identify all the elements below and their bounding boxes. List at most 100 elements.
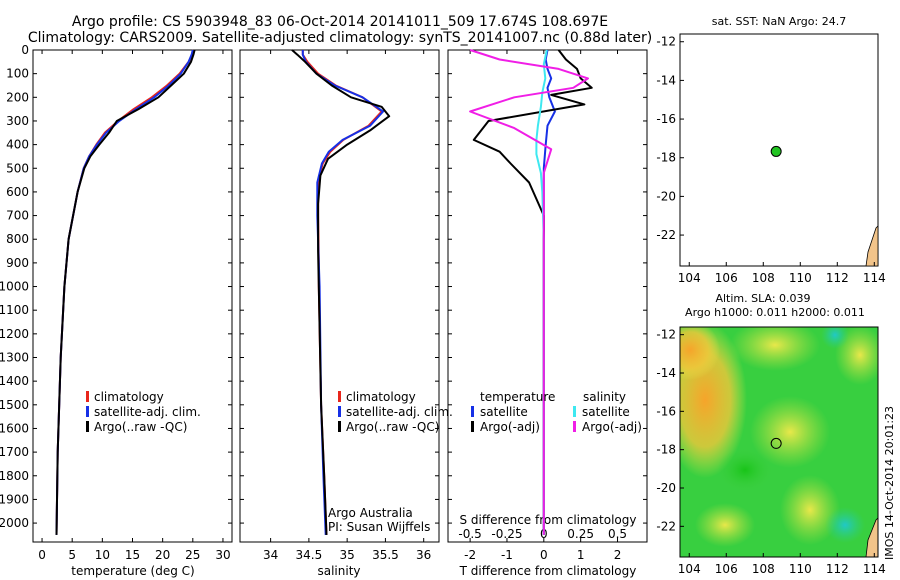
legend-swatch-satellite [86, 406, 89, 417]
sla-map-land [865, 517, 878, 557]
sla-heatmap [680, 327, 878, 557]
x-tick-label: 36 [416, 548, 431, 562]
y-tick-label: 800 [6, 232, 29, 246]
y-tick-label: 2000 [0, 516, 29, 530]
y-tick-label: 1600 [0, 421, 29, 435]
sla-map-title-2: Argo h1000: 0.011 h2000: 0.011 [685, 306, 865, 319]
legend-swatch-climatology [338, 391, 341, 402]
map-x-tick-label: 112 [826, 271, 849, 285]
map-y-tick-label: -16 [656, 112, 676, 126]
map-y-tick-label: -16 [656, 404, 676, 418]
y-tick-label: 300 [6, 114, 29, 128]
map-x-tick-label: 104 [678, 562, 701, 576]
map-x-tick-label: 108 [752, 562, 775, 576]
series-line-satellite-adj-clim- [55, 49, 194, 535]
s-difference-axis-label: S difference from climatology [460, 513, 637, 527]
sst-map-land [865, 225, 879, 267]
map-y-tick-label: -14 [656, 366, 676, 380]
series-line-argo-raw-qc- [55, 49, 196, 535]
legend-swatch-climatology [86, 391, 89, 402]
x-tick-label: 34.5 [296, 548, 323, 562]
profile-series [55, 49, 593, 535]
sla-blob-centre [750, 396, 830, 468]
axis-ticks: 0100200300400500600700800900100011001200… [0, 43, 647, 562]
y-tick-label: 1900 [0, 492, 29, 506]
sst-map-title: sat. SST: NaN Argo: 24.7 [712, 15, 846, 28]
map-y-tick-label: -20 [656, 481, 676, 495]
s-tick-label: -0.5 [458, 527, 481, 541]
series-line-salinity-argo-adj- [469, 49, 589, 535]
salinity-legend: climatology satellite-adj. clim. Argo(..… [328, 390, 453, 534]
y-tick-label: 400 [6, 138, 29, 152]
series-line-climatology [55, 49, 195, 535]
argo-location-marker [770, 437, 782, 449]
x-tick-label: 10 [95, 548, 110, 562]
legend-label-argo: Argo(..raw -QC) [346, 420, 439, 434]
legend-label-climatology: climatology [346, 390, 416, 404]
annotation-argo-australia: Argo Australia [328, 506, 413, 520]
y-tick-label: 1100 [0, 303, 29, 317]
legend-label-sal-argo: Argo(-adj) [582, 420, 642, 434]
x-tick-label: 2 [614, 548, 622, 562]
map-x-tick-label: 114 [863, 562, 886, 576]
legend-label-temp-satellite: satellite [480, 405, 528, 419]
y-tick-label: 900 [6, 256, 29, 270]
title-line-2: Climatology: CARS2009. Satellite-adjuste… [28, 30, 652, 46]
map-x-tick-label: 112 [826, 562, 849, 576]
x-tick-label: 0 [38, 548, 46, 562]
map-x-tick-label: 110 [789, 562, 812, 576]
x-tick-label: 5 [68, 548, 76, 562]
legend-swatch-temp-satellite [471, 406, 474, 417]
x-tick-label: 35 [340, 548, 355, 562]
y-tick-label: 500 [6, 161, 29, 175]
legend-label-temp-argo: Argo(-adj) [480, 420, 540, 434]
sla-blob-southwest [695, 503, 755, 547]
imos-stamp: IMOS 14-Oct-2014 20:01:23 [883, 406, 896, 560]
temperature-panel [32, 49, 233, 543]
x-tick-label: -2 [464, 548, 476, 562]
y-tick-label: 100 [6, 67, 29, 81]
series-line-temperature-argo-adj- [472, 49, 593, 535]
sla-blob-cyan-north [821, 327, 849, 349]
s-tick-label: -0.25 [491, 527, 522, 541]
s-tick-label: 0.5 [608, 527, 627, 541]
map-y-tick-label: -22 [656, 519, 676, 533]
title-line-1: Argo profile: CS 5903948_83 06-Oct-2014 … [72, 14, 608, 30]
sla-blob-green [717, 448, 773, 492]
sla-blob-northwest [680, 327, 720, 380]
x-tick-label: 30 [215, 548, 230, 562]
legend-label-climatology: climatology [94, 390, 164, 404]
map-y-tick-label: -18 [656, 151, 676, 165]
map-x-tick-label: 110 [789, 271, 812, 285]
legend-title-salinity: salinity [583, 390, 626, 404]
y-tick-label: 1300 [0, 351, 29, 365]
map-x-tick-label: 106 [715, 562, 738, 576]
difference-legend: temperature salinity satellite Argo(-adj… [471, 390, 642, 434]
x-tick-label: 0 [540, 548, 548, 562]
salinity-panel [239, 49, 440, 543]
map-x-tick-label: 106 [715, 271, 738, 285]
legend-label-sal-satellite: satellite [582, 405, 630, 419]
legend-label-argo: Argo(..raw -QC) [94, 420, 187, 434]
sla-blob-cyan-south [825, 507, 865, 543]
y-tick-label: 1700 [0, 445, 29, 459]
y-tick-label: 1200 [0, 327, 29, 341]
y-tick-label: 1400 [0, 374, 29, 388]
series-line-salinity-satellite [535, 49, 548, 535]
x-tick-label: 20 [155, 548, 170, 562]
legend-label-satellite: satellite-adj. clim. [346, 405, 453, 419]
map-x-tick-label: 108 [752, 271, 775, 285]
map-y-tick-label: -14 [656, 73, 676, 87]
map-y-tick-label: -20 [656, 189, 676, 203]
x-tick-label: 35.5 [372, 548, 399, 562]
annotation-pi: PI: Susan Wijffels [328, 520, 430, 534]
x-tick-label: 34 [263, 548, 278, 562]
temperature-legend: climatology satellite-adj. clim. Argo(..… [86, 390, 201, 434]
map-x-tick-label: 104 [678, 271, 701, 285]
salinity-axis-label: salinity [317, 564, 360, 578]
legend-label-satellite: satellite-adj. clim. [94, 405, 201, 419]
legend-swatch-sal-satellite [573, 406, 576, 417]
y-tick-label: 200 [6, 90, 29, 104]
legend-swatch-sal-argo [573, 421, 576, 432]
